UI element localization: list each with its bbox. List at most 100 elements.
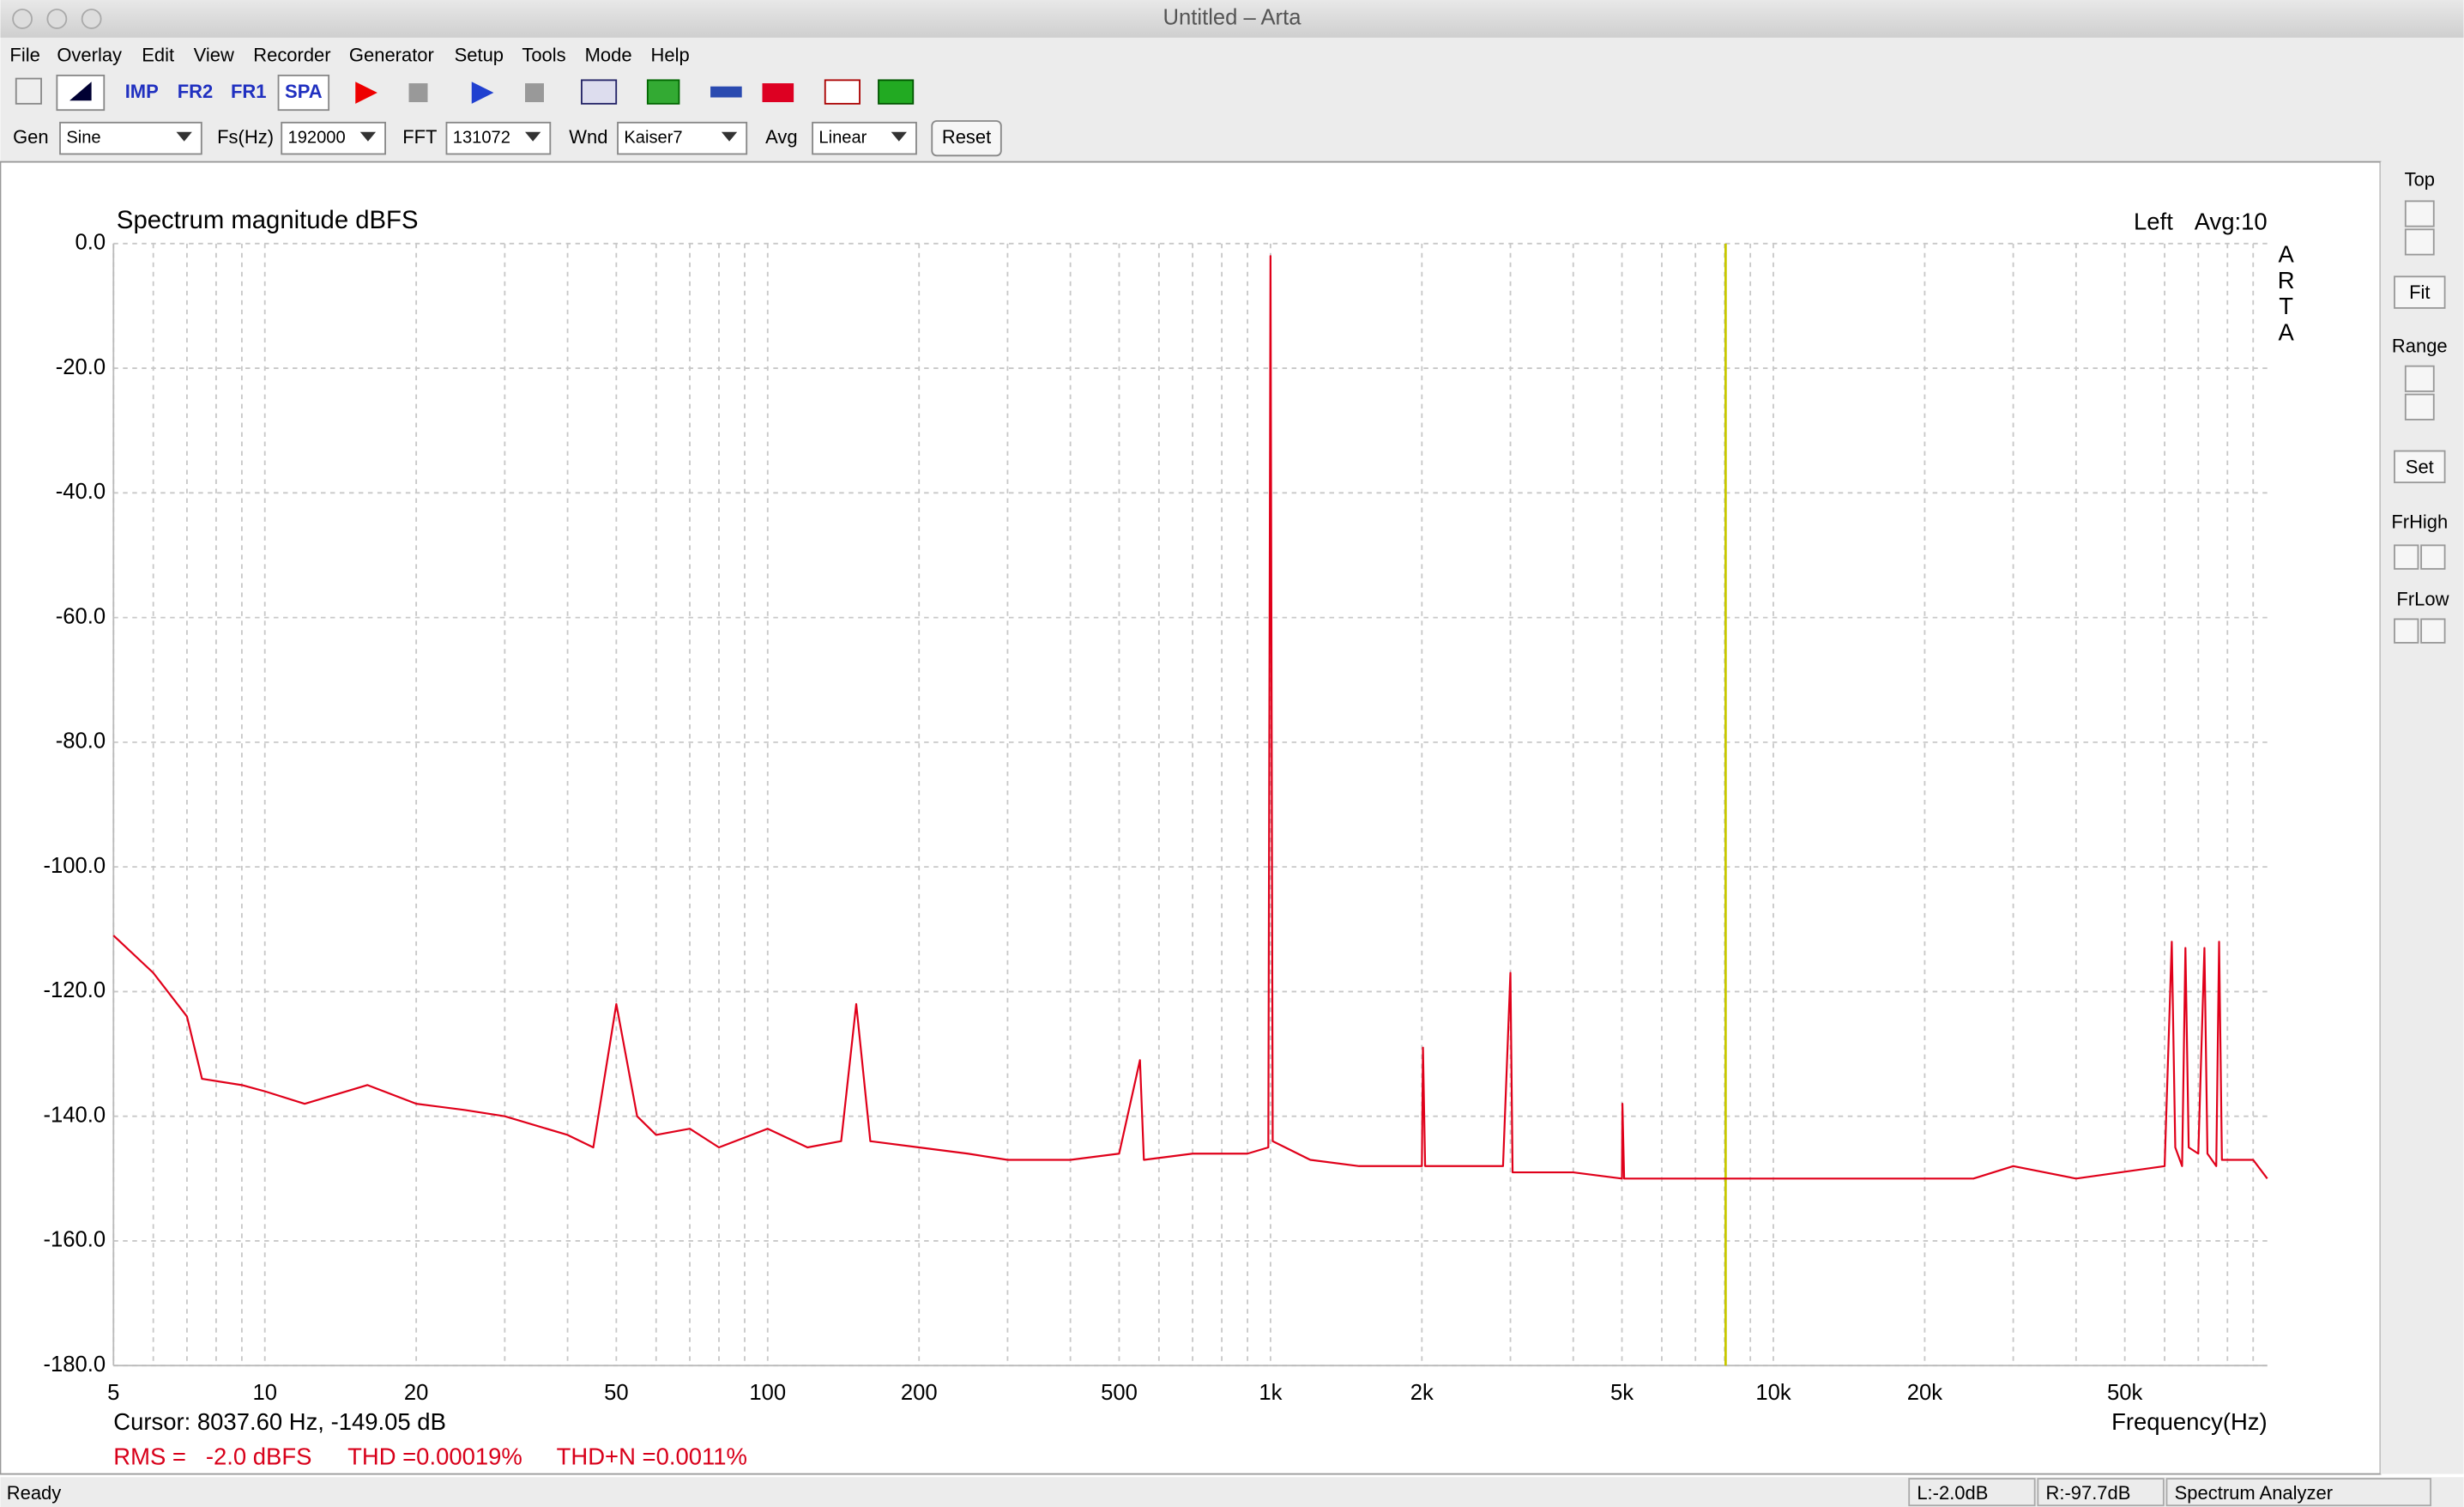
frlow-label: FrLow: [2396, 588, 2449, 609]
avg-value: Linear: [818, 128, 867, 147]
scope-button[interactable]: [824, 79, 861, 105]
y-tick-label: -20.0: [56, 355, 106, 379]
menu-item[interactable]: Edit: [142, 45, 174, 66]
x-axis-label: Frequency(Hz): [2111, 1408, 2268, 1435]
gen-label: Gen: [13, 126, 49, 148]
stop-button[interactable]: [408, 83, 428, 103]
new-button[interactable]: [15, 77, 42, 105]
x-tick-label: 20k: [1907, 1381, 1943, 1405]
measurement: RMS = -2.0 dBFS: [113, 1443, 311, 1469]
cursor-readout: Cursor: 8037.60 Hz, -149.05 dB: [113, 1408, 446, 1435]
stop-gen-button[interactable]: [525, 83, 544, 103]
zoom-button[interactable]: [81, 9, 102, 29]
imp-button[interactable]: IMP: [125, 81, 159, 102]
y-tick-label: 0.0: [75, 231, 106, 255]
watermark-letter: R: [2278, 267, 2295, 294]
minimize-button[interactable]: [46, 9, 68, 29]
spa-button[interactable]: SPA: [285, 81, 323, 102]
frlow-right[interactable]: [2420, 618, 2446, 644]
range-up[interactable]: [2404, 365, 2435, 392]
cal-button[interactable]: [710, 86, 742, 98]
menu-item[interactable]: Mode: [585, 45, 632, 66]
y-tick-label: -80.0: [56, 729, 106, 754]
avg-label: Avg:10: [2195, 208, 2268, 234]
status-ready: Ready: [7, 1482, 62, 1504]
frhigh-right[interactable]: [2420, 544, 2446, 570]
gen-select[interactable]: [59, 121, 202, 155]
y-tick-label: -180.0: [43, 1353, 106, 1377]
fit-button[interactable]: [2394, 275, 2446, 309]
fr2-button[interactable]: FR2: [178, 81, 214, 102]
fft-label: FFT: [402, 126, 437, 148]
menu-item[interactable]: Overlay: [57, 45, 122, 66]
frlow-left[interactable]: [2394, 618, 2419, 644]
x-tick-label: 50: [604, 1381, 629, 1405]
fft-value: 131072: [453, 128, 510, 147]
title-bar: [0, 0, 2464, 38]
x-tick-label: 10: [252, 1381, 277, 1405]
window-title: Untitled – Arta: [1163, 6, 1302, 30]
y-tick-label: -40.0: [56, 480, 106, 504]
close-button[interactable]: [12, 9, 33, 29]
menu-item[interactable]: Tools: [522, 45, 565, 66]
status-right: R:-97.7dB: [2045, 1482, 2130, 1504]
side-controls: Top Fit Range Set FrHigh FrLow: [2391, 168, 2449, 644]
toolbar: IMP FR2 FR1 SPA: [15, 74, 915, 112]
color-button[interactable]: [762, 83, 794, 103]
menu-bar: File Overlay Edit View Recorder Generator Setu…: [9, 45, 689, 66]
menu-item[interactable]: Setup: [455, 45, 504, 66]
y-tick-label: -100.0: [43, 854, 106, 878]
x-tick-label: 200: [901, 1381, 938, 1405]
status-cell: [1908, 1478, 2036, 1507]
watermark-letter: T: [2279, 293, 2293, 319]
x-tick-label: 5k: [1610, 1381, 1634, 1405]
fit-label: Fit: [2409, 281, 2430, 303]
x-tick-label: 10k: [1755, 1381, 1791, 1405]
spa-frame: [277, 74, 330, 112]
menu-item[interactable]: File: [9, 45, 39, 66]
controls: Gen Sine Fs(Hz) 192000 FFT 131072 Wnd Ka…: [13, 120, 1002, 157]
play-button[interactable]: [471, 82, 494, 104]
x-tick-label: 2k: [1410, 1381, 1434, 1405]
frhigh-left[interactable]: [2394, 544, 2419, 570]
y-tick-label: -60.0: [56, 604, 106, 628]
set-label: Set: [2406, 456, 2434, 477]
reset-button[interactable]: [931, 120, 1002, 157]
fr1-button[interactable]: FR1: [231, 81, 267, 102]
y-tick-label: -140.0: [43, 1103, 106, 1127]
status-cell: [2037, 1478, 2165, 1507]
channel-label: Left: [2134, 208, 2173, 234]
gen-value: Sine: [66, 128, 100, 147]
y-tick-label: -120.0: [43, 978, 106, 1002]
menu-item[interactable]: View: [194, 45, 234, 66]
chart-button[interactable]: [646, 79, 680, 105]
menu-item[interactable]: Recorder: [253, 45, 330, 66]
top-label: Top: [2405, 168, 2435, 190]
frhigh-label: FrHigh: [2391, 511, 2448, 533]
avg-label: Avg: [765, 126, 797, 148]
reset-label: Reset: [942, 126, 991, 148]
watermark-letter: A: [2278, 318, 2294, 345]
record-button[interactable]: [355, 82, 377, 104]
menu-item[interactable]: Generator: [349, 45, 434, 66]
top-down[interactable]: [2404, 228, 2435, 256]
fs-label: Fs(Hz): [217, 126, 274, 148]
set-button[interactable]: [2394, 450, 2446, 484]
x-tick-label: 500: [1101, 1381, 1138, 1405]
wnd-value: Kaiser7: [624, 128, 682, 147]
side-panel: [2380, 161, 2464, 1474]
menu-item[interactable]: Help: [651, 45, 690, 66]
measurement: THD =0.00019%: [347, 1443, 522, 1469]
wnd-select[interactable]: [617, 121, 748, 155]
abc-button[interactable]: [581, 79, 618, 105]
top-up[interactable]: [2404, 200, 2435, 227]
status-cell: [2165, 1478, 2432, 1507]
range-down[interactable]: [2404, 393, 2435, 421]
range-label: Range: [2392, 335, 2448, 356]
watermark-letter: A: [2278, 241, 2294, 268]
x-tick-label: 5: [107, 1381, 119, 1405]
x-tick-label: 1k: [1259, 1381, 1282, 1405]
meter-button[interactable]: [878, 79, 915, 105]
x-tick-label: 20: [404, 1381, 429, 1405]
